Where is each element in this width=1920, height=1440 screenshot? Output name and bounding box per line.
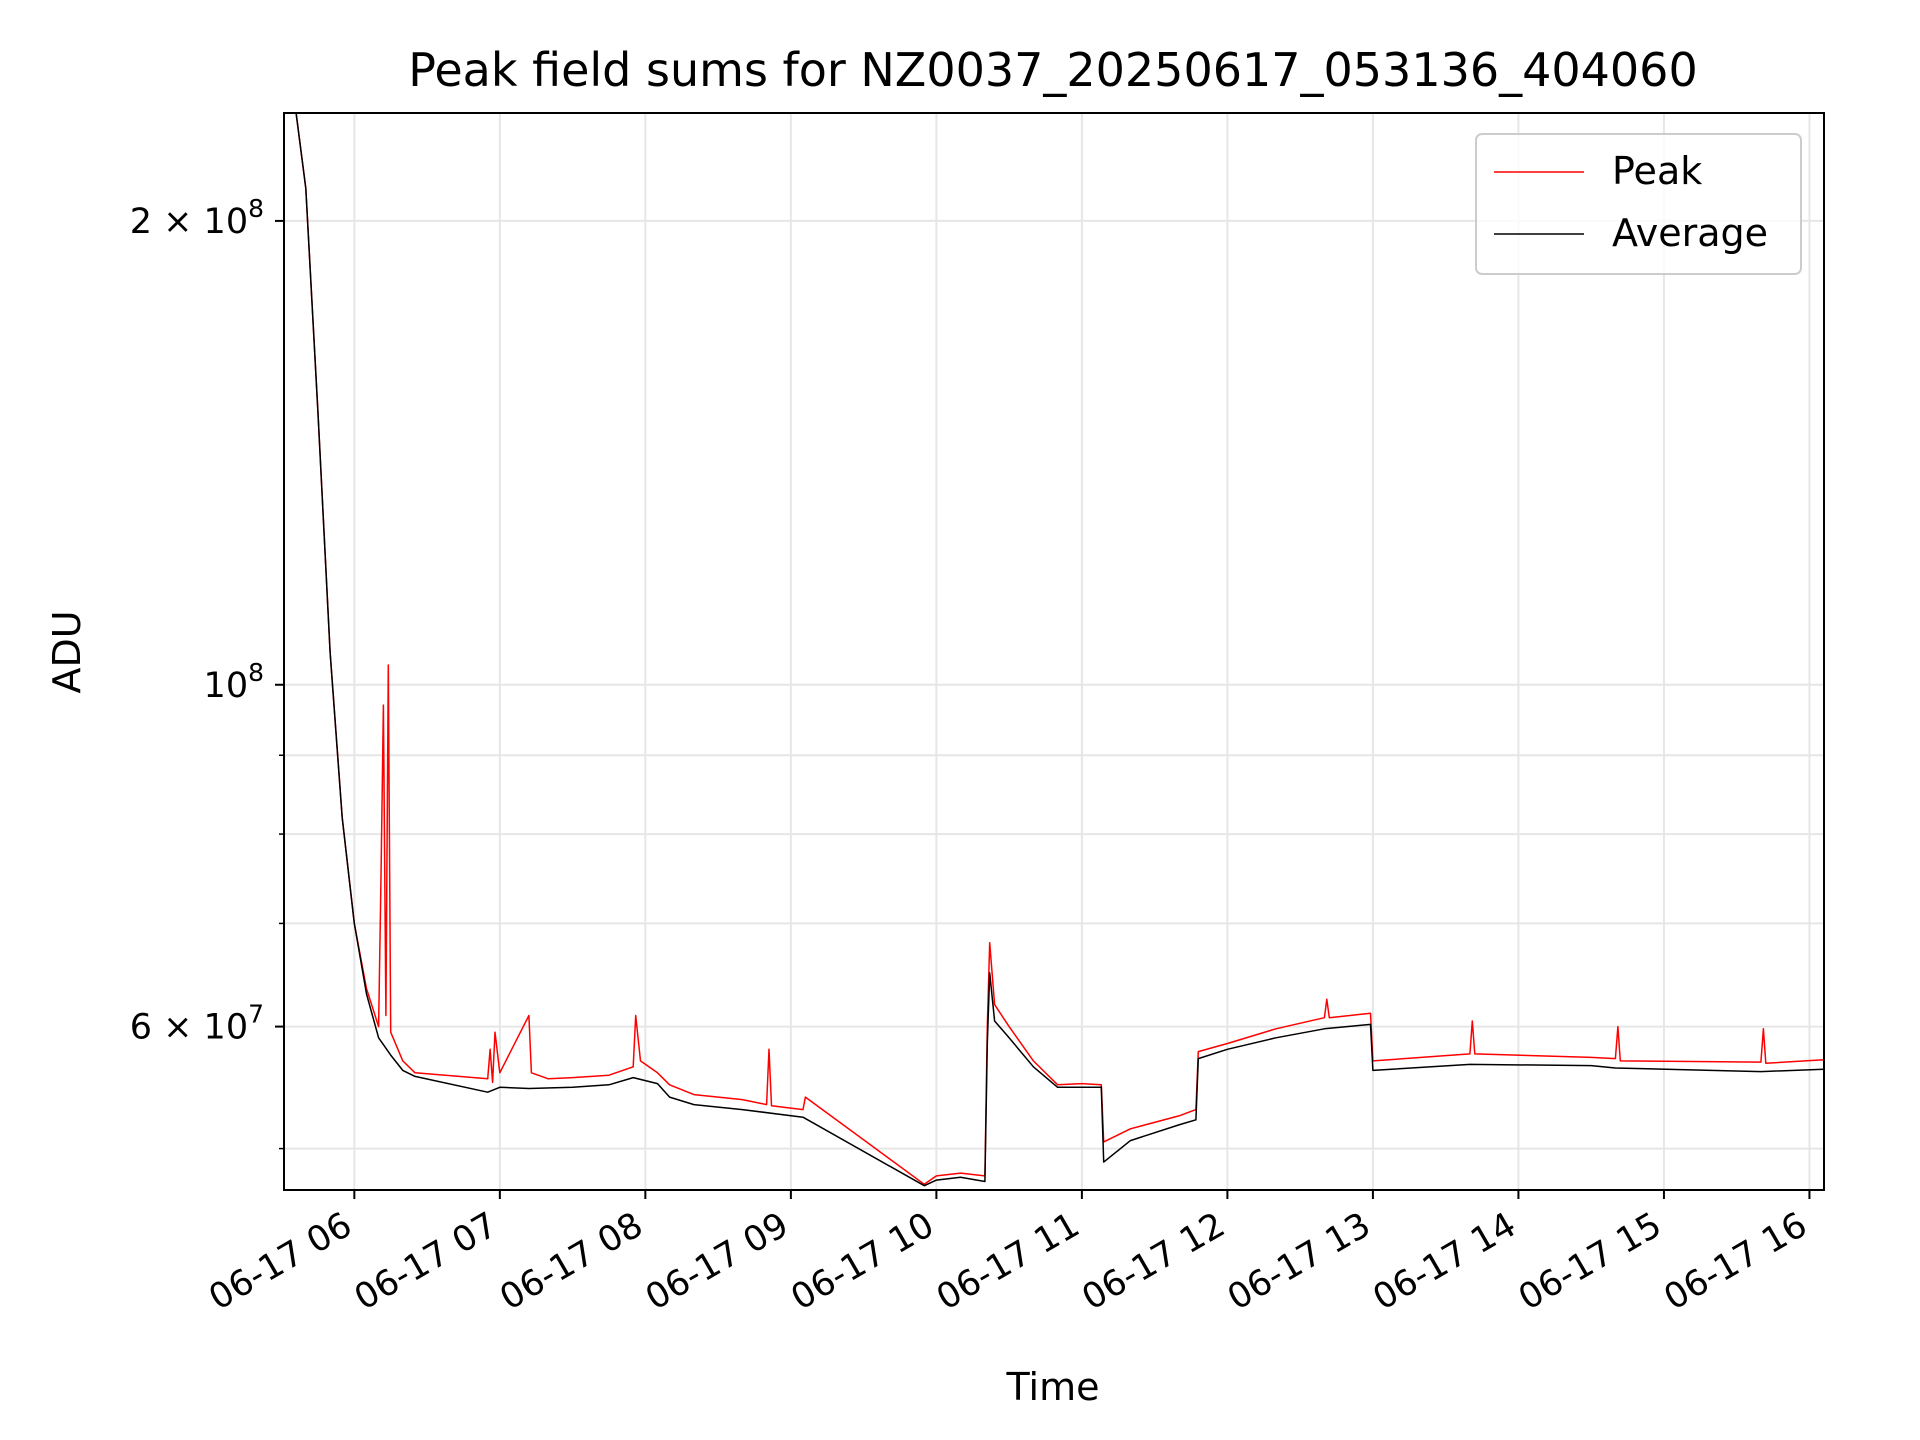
y-tick-label: 2 × 108 bbox=[130, 194, 264, 242]
x-axis-label: Time bbox=[1006, 1365, 1100, 1409]
y-tick-label: 6 × 107 bbox=[130, 1000, 264, 1048]
series-line-average bbox=[284, 113, 1824, 1187]
grid bbox=[284, 113, 1824, 1190]
legend-box bbox=[1475, 133, 1802, 275]
series-line-peak bbox=[284, 113, 1824, 1186]
y-tick-label: 108 bbox=[204, 658, 264, 706]
y-axis-label: ADU bbox=[45, 610, 89, 693]
chart-title: Peak field sums for NZ0037_20250617_0531… bbox=[408, 43, 1697, 97]
legend: Peak Average bbox=[1475, 133, 1802, 275]
plot-series bbox=[284, 113, 1824, 1187]
legend-label-peak: Peak bbox=[1612, 149, 1702, 193]
plot-frame bbox=[283, 112, 1825, 1191]
legend-label-average: Average bbox=[1612, 211, 1768, 255]
